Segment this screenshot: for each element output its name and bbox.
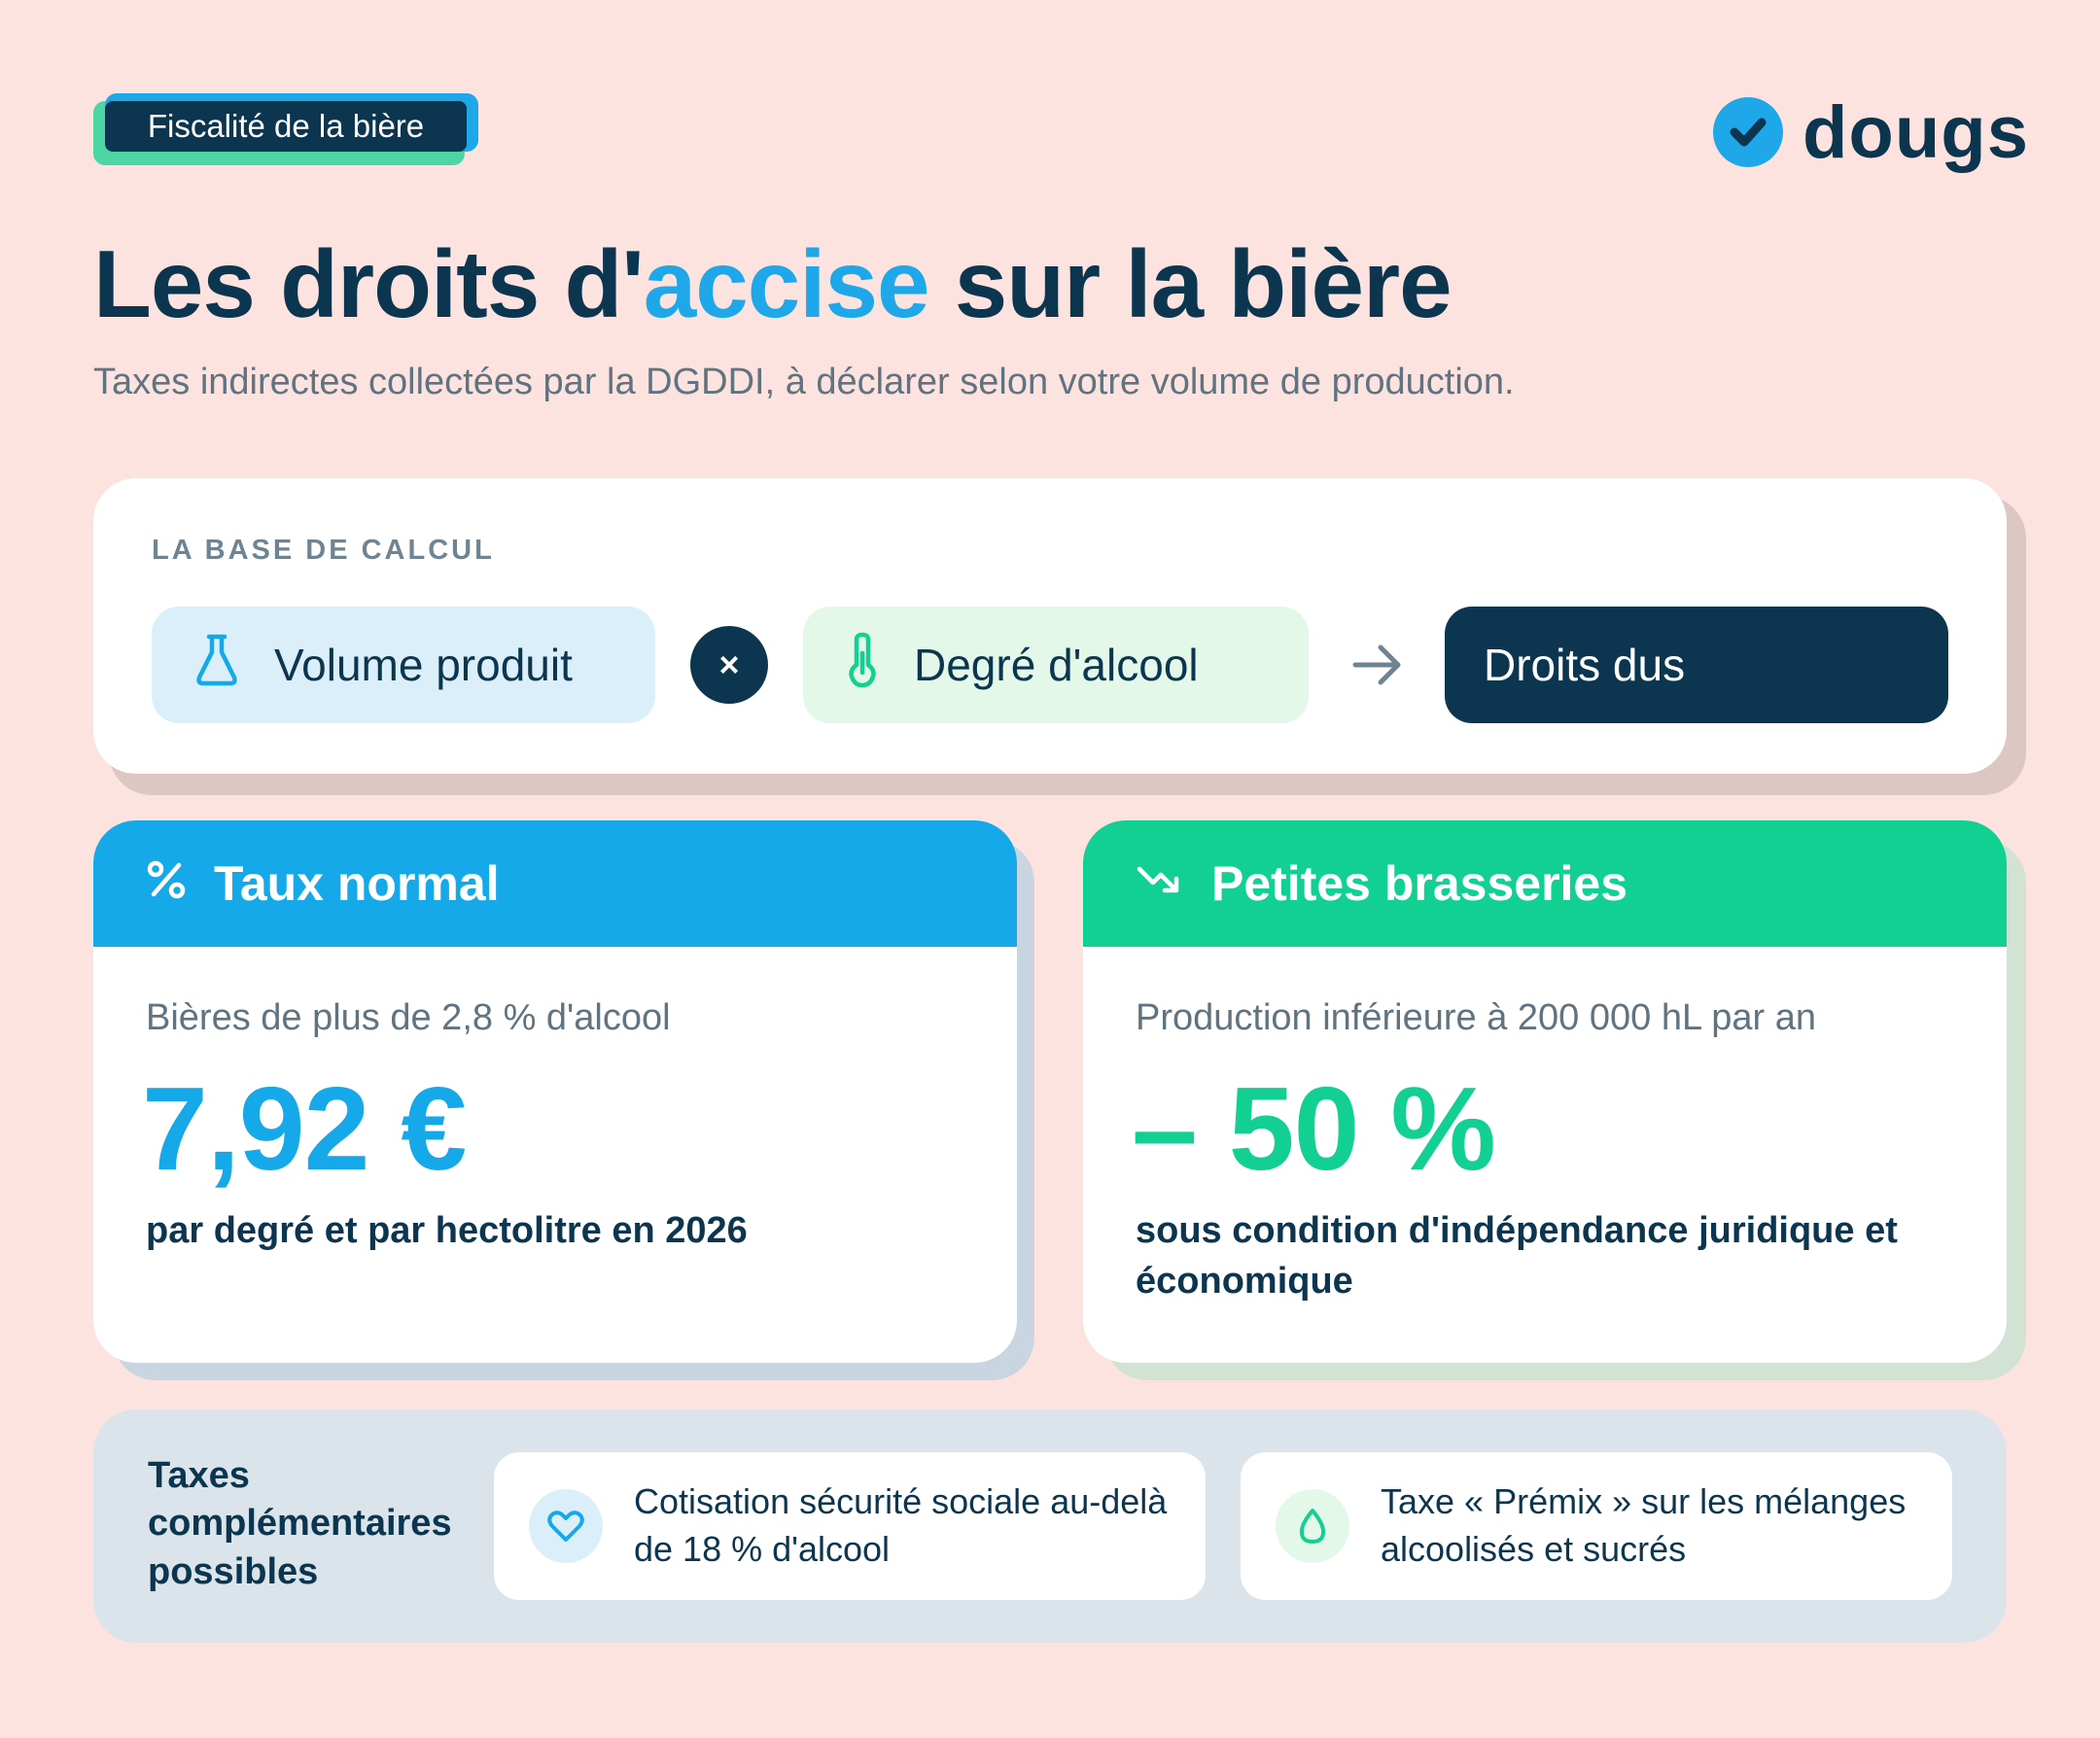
thermometer-icon xyxy=(846,632,879,699)
normal-rate-note: par degré et par hectolitre en 2026 xyxy=(146,1210,748,1252)
normal-rate-card: Taux normal Bières de plus de 2,8 % d'al… xyxy=(93,820,1017,1363)
result-pill: Droits dus xyxy=(1445,607,1948,723)
small-breweries-title: Petites brasseries xyxy=(1211,856,1628,911)
premix-item: Taxe « Prémix » sur les mélanges alcooli… xyxy=(1241,1452,1952,1600)
degree-label: Degré d'alcool xyxy=(914,640,1199,690)
title-part-2: sur la bière xyxy=(928,230,1452,337)
page-title: Les droits d'accise sur la bière xyxy=(93,229,1452,339)
small-breweries-description: Production inférieure à 200 000 hL par a… xyxy=(1136,997,1816,1038)
title-part-1: Les droits d' xyxy=(93,230,645,337)
social-security-item: Cotisation sécurité sociale au-delà de 1… xyxy=(494,1452,1206,1600)
multiply-operator: × xyxy=(690,626,768,704)
premix-text: Taxe « Prémix » sur les mélanges alcooli… xyxy=(1381,1481,1907,1569)
brand-name: dougs xyxy=(1802,90,2029,174)
volume-pill: Volume produit xyxy=(152,607,655,723)
heart-icon xyxy=(529,1489,603,1563)
category-tag: Fiscalité de la bière xyxy=(105,101,467,152)
social-security-text: Cotisation sécurité sociale au-delà de 1… xyxy=(634,1481,1168,1569)
small-breweries-note: sous condition d'indépendance juridique … xyxy=(1136,1210,1898,1302)
normal-rate-title: Taux normal xyxy=(214,856,500,911)
small-breweries-card: Petites brasseries Production inférieure… xyxy=(1083,820,2007,1363)
percent-icon xyxy=(146,855,187,912)
volume-label: Volume produit xyxy=(274,640,573,690)
result-label: Droits dus xyxy=(1484,640,1686,690)
page-subtitle: Taxes indirectes collectées par la DGDDI… xyxy=(93,362,1515,402)
check-circle-icon xyxy=(1713,97,1783,167)
trend-down-icon xyxy=(1136,855,1184,912)
brand-logo: dougs xyxy=(1713,91,2029,174)
complementary-taxes-title: Taxes complémentaires possibles xyxy=(148,1455,452,1592)
degree-pill: Degré d'alcool xyxy=(803,607,1309,723)
drop-icon xyxy=(1276,1489,1349,1563)
normal-rate-description: Bières de plus de 2,8 % d'alcool xyxy=(146,997,671,1038)
small-breweries-header: Petites brasseries xyxy=(1083,820,2007,947)
normal-rate-header: Taux normal xyxy=(93,820,1017,947)
arrow-right-icon xyxy=(1349,638,1408,697)
calc-label: LA BASE DE CALCUL xyxy=(152,535,495,566)
normal-rate-value: 7,92 € xyxy=(142,1062,467,1195)
title-highlight: accise xyxy=(643,230,930,337)
flask-icon xyxy=(194,633,239,698)
small-breweries-value: – 50 % xyxy=(1132,1062,1496,1195)
